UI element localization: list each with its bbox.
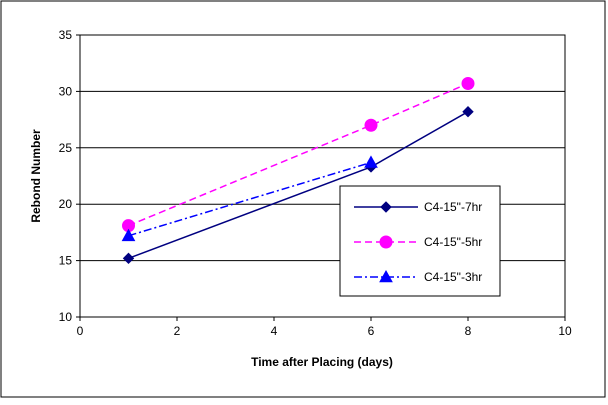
x-tick-label: 10 <box>558 324 572 338</box>
legend-item: C4-15"-7hr <box>354 200 482 214</box>
data-point <box>461 77 475 91</box>
x-tick-label: 2 <box>174 324 181 338</box>
data-point <box>462 105 474 118</box>
y-tick-label: 15 <box>59 254 73 268</box>
data-point <box>122 252 135 265</box>
y-tick-label: 20 <box>59 197 73 211</box>
x-tick-label: 4 <box>271 324 278 338</box>
series-2 <box>122 77 475 233</box>
data-point <box>364 155 378 168</box>
legend-label: C4-15"-7hr <box>424 200 482 214</box>
legend: C4-15"-7hr C4-15"-5hr C4-15"-3hr <box>339 185 501 297</box>
data-point <box>364 118 378 132</box>
legend-item: C4-15"-3hr <box>354 269 482 284</box>
y-tick-label: 35 <box>59 28 73 42</box>
plot-area <box>79 34 566 318</box>
series-line <box>128 161 372 237</box>
x-tick-label: 6 <box>368 324 375 338</box>
legend-marker <box>379 269 393 283</box>
chart-frame <box>0 0 606 398</box>
series-3 <box>121 155 378 242</box>
x-tick-label: 0 <box>77 324 84 338</box>
series-line <box>128 82 469 227</box>
legend-marker <box>380 201 392 213</box>
series-group <box>121 77 475 265</box>
legend-item: C4-15"-5hr <box>354 235 482 249</box>
y-axis-title: Rebond Number <box>29 129 43 223</box>
data-point <box>121 228 136 242</box>
legend-label: C4-15"-3hr <box>424 270 482 284</box>
x-tick-label: 8 <box>465 324 472 338</box>
x-axis-title: Time after Placing (days) <box>251 355 393 369</box>
y-tick-label: 30 <box>59 84 73 98</box>
y-tick-label: 25 <box>59 141 73 155</box>
y-tick-label: 10 <box>59 310 73 324</box>
legend-marker <box>379 235 393 249</box>
axes: 10 15 20 25 30 35 0 2 4 6 8 10 <box>59 28 572 338</box>
legend-label: C4-15"-5hr <box>424 235 482 249</box>
